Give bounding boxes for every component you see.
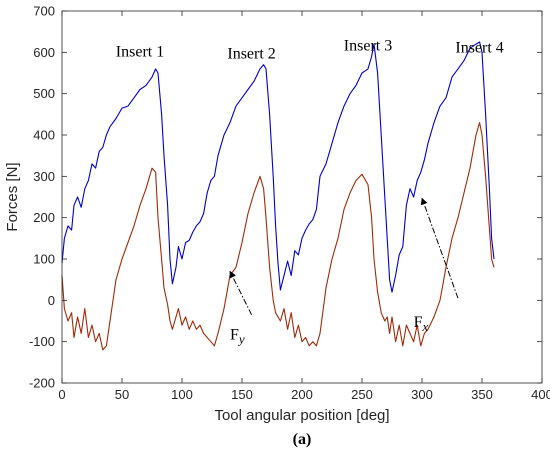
series-line-fx <box>61 41 495 293</box>
x-tick-label: 200 <box>291 387 313 402</box>
y-tick-label: 100 <box>33 252 55 267</box>
fy-label-main: F <box>230 327 239 344</box>
x-tick-label: 250 <box>351 387 373 402</box>
y-tick-label: -100 <box>29 334 55 349</box>
y-tick-label: 200 <box>33 210 55 225</box>
fy-label: Fy <box>230 327 245 347</box>
fx-label-main: F <box>414 314 423 331</box>
fy-label-sub: y <box>237 332 245 347</box>
ticks-layer: 0 50 100 150 200 250 300 350 400 -200 -100 0 100 200 3… <box>29 4 550 403</box>
plot-area <box>62 11 542 383</box>
insert-label-1: Insert 1 <box>116 43 164 60</box>
series-line-fy <box>61 122 495 351</box>
series-layer <box>61 41 495 351</box>
x-tick-label: 100 <box>171 387 193 402</box>
insert-label-3: Insert 3 <box>344 37 392 54</box>
fy-arrow <box>229 270 253 316</box>
y-tick-label: 300 <box>33 169 55 184</box>
x-tick-label: 400 <box>531 387 550 402</box>
insert-label-2: Insert 2 <box>227 46 275 63</box>
fx-arrow <box>420 197 459 299</box>
insert-label-4: Insert 4 <box>455 39 503 56</box>
panel-label: (a) <box>293 431 312 448</box>
y-tick-label: 0 <box>48 293 55 308</box>
y-axis-label: Forces [N] <box>4 162 21 231</box>
x-tick-label: 300 <box>411 387 433 402</box>
x-tick-label: 350 <box>471 387 493 402</box>
y-tick-label: -200 <box>29 376 55 391</box>
y-tick-label: 400 <box>33 128 55 143</box>
fx-label-sub: x <box>422 319 429 334</box>
y-tick-label: 600 <box>33 45 55 60</box>
x-axis-label: Tool angular position [deg] <box>214 407 389 424</box>
fx-label: Fx <box>414 314 429 334</box>
x-tick-label: 150 <box>231 387 253 402</box>
y-tick-label: 700 <box>33 4 55 19</box>
y-tick-label: 500 <box>33 86 55 101</box>
x-tick-label: 50 <box>115 387 129 402</box>
x-tick-label: 0 <box>58 387 65 402</box>
